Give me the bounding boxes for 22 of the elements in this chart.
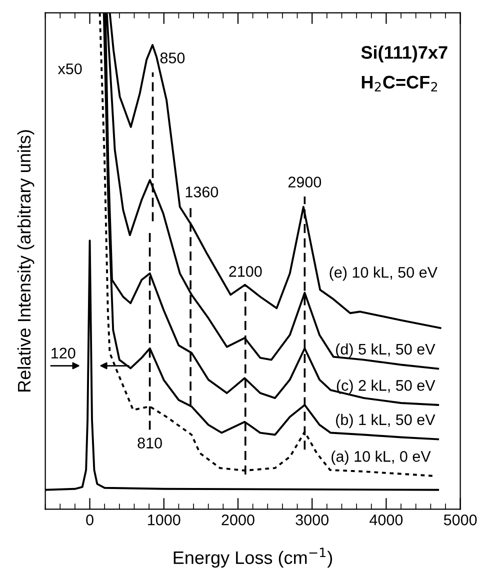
x-axis-title: Energy Loss (cm$^{−1}$) bbox=[174, 548, 332, 568]
annotation: 120 bbox=[52, 348, 76, 359]
series-label: (d) 5 kL, 50 eV bbox=[336, 343, 436, 358]
annotation: x50 bbox=[58, 63, 82, 74]
x-tick-label: 4000 bbox=[370, 514, 403, 526]
x-tick-label: 0 bbox=[86, 514, 94, 526]
x-tick-label: 3000 bbox=[296, 514, 328, 526]
annotation: Si(111)7x7 bbox=[361, 46, 448, 62]
ref-line-label: 2900 bbox=[288, 176, 322, 188]
ref-line-label: 850 bbox=[160, 52, 185, 64]
ref-line-label: 810 bbox=[138, 438, 162, 448]
x-tick-label: 1000 bbox=[148, 514, 180, 526]
y-axis-title: Relative Intensity (arbitrary units) bbox=[17, 130, 34, 392]
series-label: (c) 2 kL, 50 eV bbox=[336, 380, 436, 394]
ref-line-label: 1360 bbox=[186, 186, 218, 198]
series-label: (b) 1 kL, 50 eV bbox=[336, 414, 436, 428]
series-label: (a) 10 kL, 0 eV bbox=[332, 450, 431, 465]
x-tick-label: 2000 bbox=[222, 514, 254, 526]
x-tick-label: 5000 bbox=[444, 514, 477, 526]
series-label: (e) 10 kL, 50 eV bbox=[330, 266, 438, 281]
ref-line-label: 2100 bbox=[229, 266, 262, 277]
annotation: H$_{2}$C=CF$_{2}$ bbox=[362, 76, 438, 92]
